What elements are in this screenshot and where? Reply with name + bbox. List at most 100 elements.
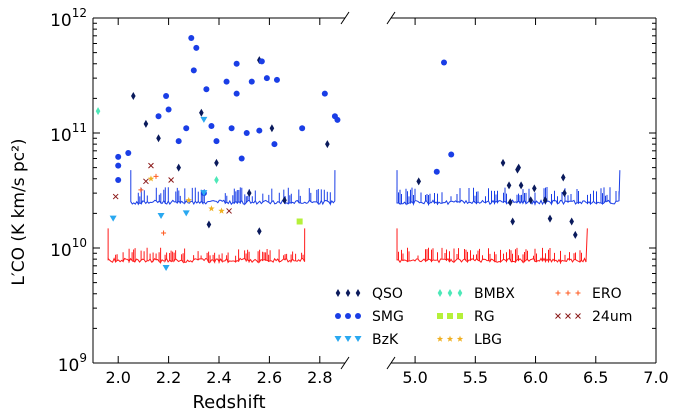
data-point-smg (271, 141, 278, 148)
x-tick-label: 6.5 (583, 368, 608, 387)
legend-label-smg: SMG (372, 309, 404, 325)
x-tick-label: 6.0 (523, 368, 548, 387)
data-point-smg (248, 78, 255, 85)
data-point-smg (188, 35, 195, 42)
data-point-smg (213, 138, 220, 145)
data-point-smg (334, 116, 341, 123)
data-point-qso (199, 108, 204, 117)
legend-marker-lbg (436, 335, 444, 342)
data-point-qso (416, 177, 422, 186)
y-tick-label: 1011 (50, 121, 87, 146)
legend-marker-qso (345, 289, 351, 297)
data-point-smg (233, 90, 240, 97)
data-point-qso (518, 181, 524, 190)
x-tick-label: 5.5 (463, 368, 488, 387)
data-point-ero (161, 230, 167, 236)
sensitivity-curve (107, 228, 306, 265)
data-point-smg (115, 162, 122, 169)
data-point-smg (175, 138, 182, 145)
data-point-smg (203, 86, 210, 93)
data-point-qso (214, 158, 219, 167)
data-point-smg (299, 125, 306, 132)
legend-marker-rg (437, 313, 443, 319)
data-point-qso (507, 198, 513, 207)
data-point-smg (228, 125, 235, 132)
sensitivity-curve (396, 228, 588, 265)
data-point-rg (296, 218, 303, 225)
legend-marker-qso (355, 289, 361, 297)
legend-marker-24um (555, 313, 561, 319)
sensitivity-curve (130, 170, 336, 206)
data-point-qso (547, 214, 553, 223)
data-point-smg (448, 151, 455, 158)
data-point-qso (516, 163, 521, 172)
legend-marker-smg (345, 313, 351, 319)
data-point-smg (321, 90, 328, 97)
data-point-qso (562, 189, 567, 198)
x-tick-label: 2.2 (156, 368, 181, 387)
legend-marker-24um (565, 313, 571, 319)
data-point-smg (183, 125, 190, 132)
legend-marker-smg (335, 313, 341, 319)
data-point-bzk (182, 210, 190, 217)
data-point-smg (258, 58, 265, 65)
data-point-smg (273, 76, 280, 83)
data-point-qso (282, 196, 287, 205)
data-point-qso (269, 124, 275, 133)
data-point-lbg (185, 196, 192, 204)
x-tick-label: 5.0 (402, 368, 427, 387)
data-point-smg (433, 168, 440, 175)
legend-marker-lbg (446, 335, 454, 342)
data-point-bzk (162, 265, 170, 272)
legend-marker-bmbx (437, 289, 443, 297)
legend: QSO SMG BzK BMBX RG LBG ERO 24um (334, 286, 632, 348)
data-point-smg (256, 127, 263, 134)
data-point-smg (243, 130, 250, 136)
legend-marker-ero (555, 290, 561, 296)
legend-label-bmbx: BMBX (474, 286, 515, 302)
y-tick-label: 1012 (50, 6, 87, 31)
legend-label-lbg: LBG (474, 332, 502, 348)
data-point-smg (223, 78, 230, 85)
data-point-qso (156, 134, 161, 143)
data-point-qso (542, 196, 548, 205)
data-point-ero (153, 173, 159, 179)
legend-label-ero: ERO (592, 286, 622, 302)
data-point-qso (206, 220, 212, 229)
x-tick-label: 2.8 (307, 368, 332, 387)
data-point-lbg (147, 175, 155, 182)
data-point-smg (263, 75, 270, 82)
x-tick-label: 2.0 (105, 368, 130, 387)
x-tick-label: 7.0 (643, 368, 668, 387)
data-point-qso (143, 119, 149, 128)
legend-marker-ero (575, 290, 581, 296)
axis-break-mark (386, 356, 396, 370)
legend-marker-qso (335, 289, 341, 297)
data-point-smg (115, 177, 122, 184)
data-point-qso (246, 189, 252, 198)
legend-label-bzk: BzK (372, 332, 399, 348)
legend-marker-smg (355, 313, 361, 319)
data-point-qso (569, 217, 574, 226)
data-point-qso (131, 91, 136, 100)
legend-marker-rg (447, 313, 453, 319)
data-point-qso (560, 173, 566, 182)
data-point-smg (125, 150, 132, 157)
data-point-bzk (200, 190, 208, 197)
legend-label-qso: QSO (372, 286, 403, 302)
data-point-bzk (157, 212, 165, 219)
data-point-bmbx (214, 176, 219, 185)
legend-marker-lbg (456, 335, 464, 342)
legend-marker-rg (457, 313, 463, 319)
data-point-qso (572, 230, 578, 239)
legend-marker-bmbx (457, 289, 463, 297)
y-axis-label: L′CO (K km/s pc²) (9, 138, 29, 285)
data-point-smg (238, 155, 245, 162)
data-point-bzk (109, 215, 117, 222)
data-point-qso (325, 140, 330, 149)
data-point-bzk (200, 116, 208, 123)
axis-break-mark (340, 356, 350, 370)
data-point-qso (532, 184, 537, 193)
data-point-smg (441, 59, 447, 66)
